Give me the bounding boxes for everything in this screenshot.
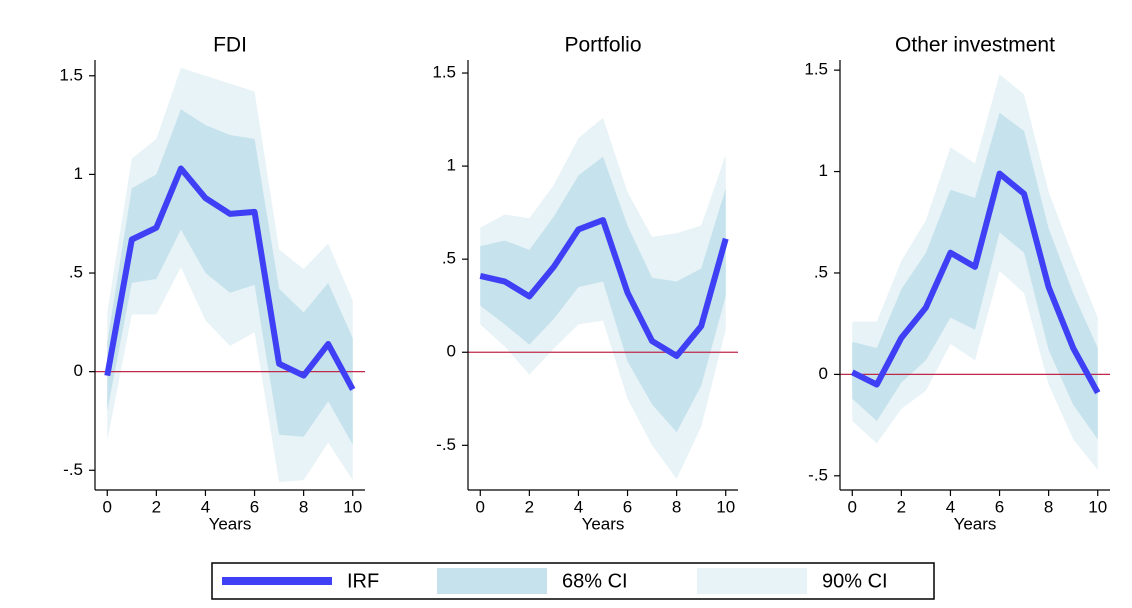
x-tick-label: 4 — [201, 497, 210, 516]
legend-label: IRF — [347, 570, 379, 592]
y-tick-label: 1.5 — [804, 60, 828, 79]
x-tick-label: 8 — [1044, 497, 1053, 516]
legend-swatch — [697, 568, 807, 594]
x-tick-label: 4 — [574, 497, 583, 516]
x-tick-label: 2 — [152, 497, 161, 516]
x-tick-label: 0 — [103, 497, 112, 516]
y-tick-label: 0 — [447, 342, 456, 361]
irf-line — [104, 165, 356, 391]
x-axis-label: Years — [209, 514, 252, 533]
irf-line — [479, 217, 729, 359]
x-tick-label: 2 — [897, 497, 906, 516]
y-tick-label: 1.5 — [432, 63, 456, 82]
y-tick-label: .5 — [814, 262, 828, 281]
x-tick-label: 10 — [1088, 497, 1107, 516]
x-tick-label: 8 — [299, 497, 308, 516]
x-tick-label: 10 — [343, 497, 362, 516]
x-tick-label: 2 — [525, 497, 534, 516]
legend-label: 68% CI — [562, 570, 628, 592]
y-tick-label: -.5 — [808, 465, 828, 484]
legend-swatch — [222, 577, 332, 585]
y-tick-label: .5 — [69, 263, 83, 282]
y-tick-label: 1 — [819, 161, 828, 180]
x-axis-label: Years — [954, 514, 997, 533]
y-tick-label: -.5 — [63, 460, 83, 479]
y-tick-label: 0 — [74, 361, 83, 380]
legend-label: 90% CI — [822, 570, 888, 592]
x-tick-label: 4 — [946, 497, 955, 516]
y-tick-label: 1 — [447, 156, 456, 175]
x-axis-label: Years — [582, 514, 625, 533]
irf-line — [850, 170, 1101, 395]
x-tick-label: 6 — [995, 497, 1004, 516]
panel-title: Portfolio — [564, 34, 641, 57]
x-tick-label: 8 — [672, 497, 681, 516]
x-tick-label: 6 — [250, 497, 259, 516]
y-tick-label: 0 — [819, 364, 828, 383]
legend-swatch — [437, 568, 547, 594]
x-tick-label: 0 — [848, 497, 857, 516]
x-tick-label: 10 — [716, 497, 735, 516]
y-tick-label: -.5 — [436, 435, 456, 454]
y-tick-label: .5 — [442, 249, 456, 268]
y-tick-label: 1.5 — [59, 65, 83, 84]
ci-band — [480, 156, 726, 433]
y-tick-label: 1 — [74, 164, 83, 183]
x-tick-label: 0 — [476, 497, 485, 516]
panel-title: FDI — [213, 34, 247, 57]
ci-band — [852, 112, 1098, 440]
x-tick-label: 6 — [623, 497, 632, 516]
legend-box — [211, 562, 935, 600]
panel-title: Other investment — [895, 34, 1055, 57]
